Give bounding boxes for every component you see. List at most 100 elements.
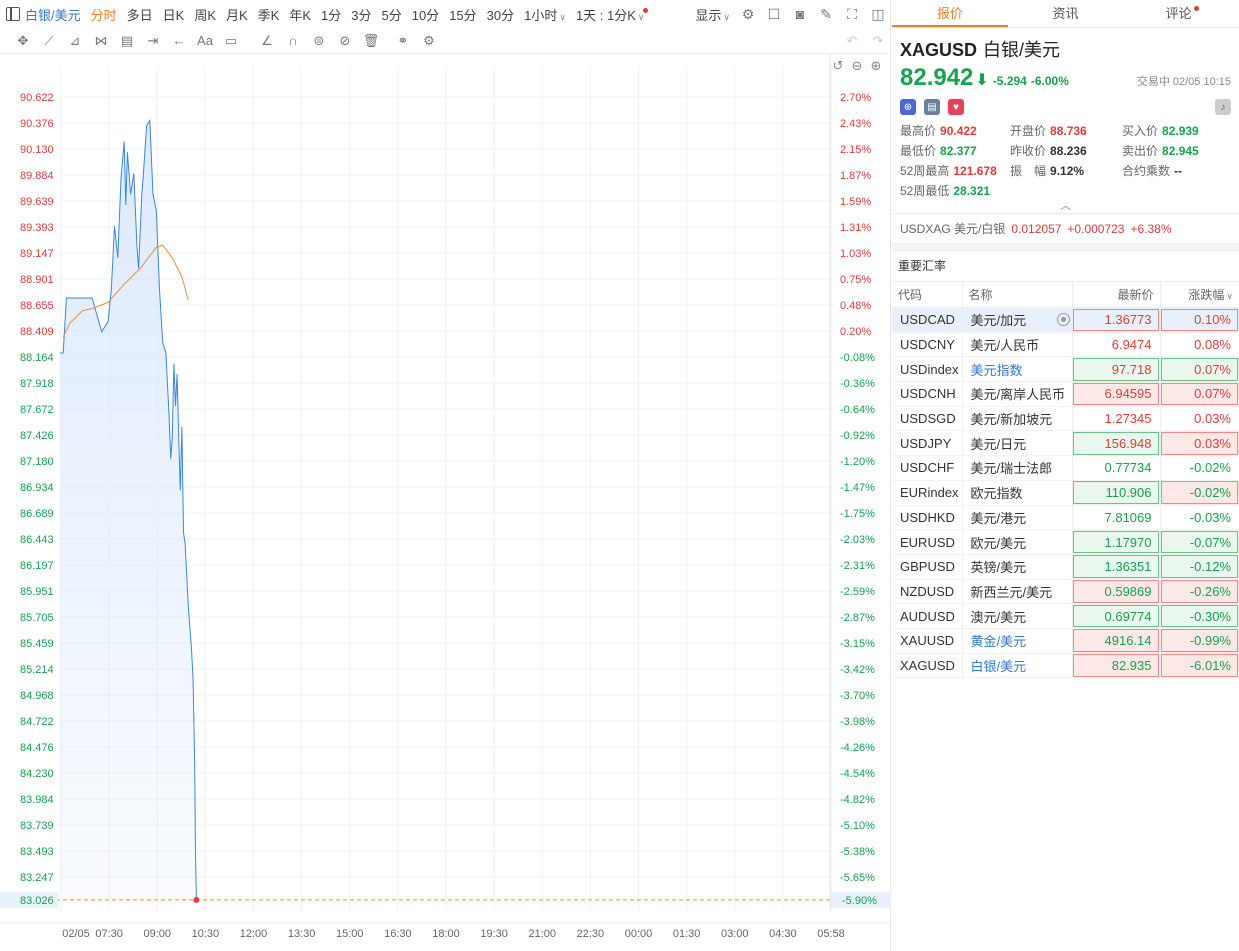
angle-icon[interactable]: ∠ — [261, 32, 273, 48]
trend-line-icon[interactable]: ⟋ — [44, 32, 54, 48]
y-tick-label: 88.164 — [20, 352, 54, 364]
fx-row[interactable]: USDHKD 美元/港元 7.81069 -0.03% — [892, 505, 1239, 531]
interval-select[interactable]: 1小时 ∨ — [519, 5, 571, 24]
arrow-icon[interactable]: ← — [172, 33, 186, 48]
period-tab[interactable]: 1分 — [321, 7, 342, 23]
y-tick-label: 89.884 — [20, 170, 54, 182]
period-tabs: 分时 多日 日K 周K 月K 季K 年K 1分 3分 5分 10分 15分 30分 — [86, 5, 520, 24]
symbol-name[interactable]: 白银/美元 — [25, 7, 81, 23]
fx-row[interactable]: AUDUSD 澳元/美元 0.69774 -0.30% — [892, 603, 1239, 629]
settings-icon[interactable]: ⚙ — [741, 5, 755, 22]
fx-row[interactable]: XAUUSD 黄金/美元 4916.14 -0.99% — [892, 628, 1239, 654]
fx-row[interactable]: USDCAD 美元/加元 1.36773 0.10% — [892, 307, 1239, 333]
fx-row[interactable]: USDCNY 美元/人民币 6.9474 0.08% — [892, 332, 1239, 358]
fx-row[interactable]: USDCNH 美元/离岸人民币 6.94595 0.07% — [892, 381, 1239, 407]
book-icon[interactable]: ▤ — [924, 99, 940, 115]
stat-item: 昨收价 88.236 — [1010, 142, 1122, 159]
fx-code: USDJPY — [892, 430, 962, 457]
col-price-header[interactable]: 最新价 — [1071, 281, 1160, 308]
pct-tick-label: -0.64% — [840, 404, 875, 416]
y-tick-label: 86.443 — [20, 534, 54, 546]
fullscreen-icon[interactable]: ⛶ — [847, 5, 857, 22]
fx-name: 白银/美元 — [961, 653, 1072, 679]
y-tick-label: 85.459 — [20, 638, 54, 650]
pattern-icon[interactable]: ⋈ — [94, 32, 108, 48]
x-tick-label: 22:30 — [577, 928, 605, 940]
period-tab[interactable]: 15分 — [449, 7, 477, 23]
period-tab[interactable]: 周K — [194, 7, 216, 23]
pencil-icon[interactable]: ✎ — [820, 5, 832, 22]
zoom-out-icon[interactable]: ⊖ — [852, 59, 863, 74]
pct-tick-label: 0.75% — [840, 274, 871, 286]
redo-icon[interactable]: ↷ — [872, 32, 884, 48]
period-tab[interactable]: 5分 — [381, 7, 402, 23]
intraday-chart[interactable]: ↺ ⊖ ⊕ 90.622 2.70% 90.376 2.43% 90.130 2.15% 89.8… — [0, 54, 891, 951]
fib-icon[interactable]: ▤ — [120, 32, 134, 48]
stat-label: 开盘价 — [1010, 124, 1047, 138]
reset-zoom-icon[interactable]: ↺ — [833, 59, 844, 74]
eye-icon[interactable] — [1056, 313, 1070, 326]
stat-value: 121.678 — [953, 164, 997, 178]
fx-row[interactable]: XAGUSD 白银/美元 82.935 -6.01% — [892, 653, 1239, 679]
pct-tick-label: -4.26% — [840, 742, 875, 754]
range-select[interactable]: 1天 : 1分K ∨ — [571, 5, 655, 24]
panel-tab[interactable]: 评论 — [1123, 0, 1239, 27]
fx-code: EURindex — [892, 480, 962, 506]
x-tick-label: 01:30 — [673, 928, 701, 940]
period-tab[interactable]: 30分 — [486, 7, 515, 23]
magnet-icon[interactable]: ∩ — [288, 33, 298, 48]
fx-row[interactable]: USDCHF 美元/瑞士法郎 0.77734 -0.02% — [892, 455, 1239, 481]
display-select[interactable]: 显示 ∨ — [690, 5, 735, 24]
fx-row[interactable]: USDJPY 美元/日元 156.948 0.03% — [892, 430, 1239, 457]
fx-row[interactable]: USDSGD 美元/新加坡元 1.27345 0.03% — [892, 406, 1239, 432]
lock-icon[interactable]: ⊜ — [313, 32, 325, 48]
panel-tabs: 报价 资讯 评论 — [892, 0, 1239, 28]
undo-icon[interactable]: ↶ — [846, 32, 858, 48]
period-tab[interactable]: 多日 — [126, 7, 153, 23]
fx-price: 1.17970 — [1071, 529, 1160, 555]
fx-pct: -0.12% — [1159, 554, 1239, 580]
layout-toggle-icon[interactable] — [6, 7, 20, 21]
checkbox-icon[interactable]: ☐ — [767, 5, 781, 22]
period-tab[interactable]: 日K — [162, 7, 185, 23]
zoom-in-icon[interactable]: ⊕ — [871, 59, 882, 74]
chevron-up-icon[interactable]: ︿ — [1060, 200, 1071, 212]
trash-icon[interactable]: 🗑 — [362, 32, 380, 48]
gear-icon[interactable]: ⚙ — [423, 32, 435, 48]
fx-code: USDCHF — [892, 455, 962, 481]
fx-row[interactable]: GBPUSD 英镑/美元 1.36351 -0.12% — [892, 554, 1239, 580]
fx-row[interactable]: USDindex 美元指数 97.718 0.07% — [892, 356, 1239, 383]
camera-icon[interactable]: ◙ — [795, 6, 805, 22]
period-tab[interactable]: 年K — [289, 7, 312, 23]
col-pct-header-label: 涨跌幅 — [1188, 288, 1225, 302]
inverse-quote[interactable]: USDXAG 美元/白银 0.012057 +0.000723 +6.38% — [892, 213, 1239, 243]
bell-icon[interactable]: ♪ — [1215, 99, 1231, 115]
fx-row[interactable]: EURindex 欧元指数 110.906 -0.02% — [892, 480, 1239, 506]
pct-tick-label: -1.75% — [840, 508, 875, 520]
pct-tick-label: 2.70% — [840, 92, 871, 104]
channel-icon[interactable]: ⊿ — [69, 32, 81, 48]
sidebar-toggle-icon[interactable]: ◫ — [871, 5, 885, 22]
price-row: 82.942 ⬇ -5.294 -6.00% 交易中 02/05 10:15 — [900, 64, 1231, 92]
move-icon[interactable]: ✥ — [17, 32, 29, 48]
panel-tab[interactable]: 资讯 — [1008, 0, 1124, 27]
compare-icon[interactable]: ⚭ — [397, 32, 409, 48]
period-tab[interactable]: 月K — [226, 7, 248, 23]
period-tab[interactable]: 10分 — [411, 7, 440, 23]
hide-icon[interactable]: ⊘ — [339, 32, 351, 48]
fx-row[interactable]: EURUSD 欧元/美元 1.17970 -0.07% — [892, 529, 1239, 555]
period-tab[interactable]: 分时 — [90, 7, 117, 23]
period-tab[interactable]: 3分 — [351, 7, 372, 23]
stat-label: 昨收价 — [1010, 144, 1047, 158]
y-tick-label: 84.230 — [20, 768, 54, 780]
fx-row[interactable]: NZDUSD 新西兰元/美元 0.59869 -0.26% — [892, 579, 1239, 605]
period-tab[interactable]: 季K — [257, 7, 280, 23]
heart-icon[interactable]: ♥ — [948, 99, 964, 115]
col-pct-header[interactable]: 涨跌幅 ∨ — [1159, 281, 1239, 308]
text-icon[interactable]: Aa — [197, 33, 213, 48]
globe-icon[interactable]: ⊕ — [900, 99, 916, 115]
comment-icon[interactable]: ▭ — [224, 32, 238, 48]
measure-icon[interactable]: ⇥ — [147, 32, 159, 48]
fx-price: 0.59869 — [1071, 579, 1160, 605]
panel-tab[interactable]: 报价 — [892, 0, 1008, 27]
